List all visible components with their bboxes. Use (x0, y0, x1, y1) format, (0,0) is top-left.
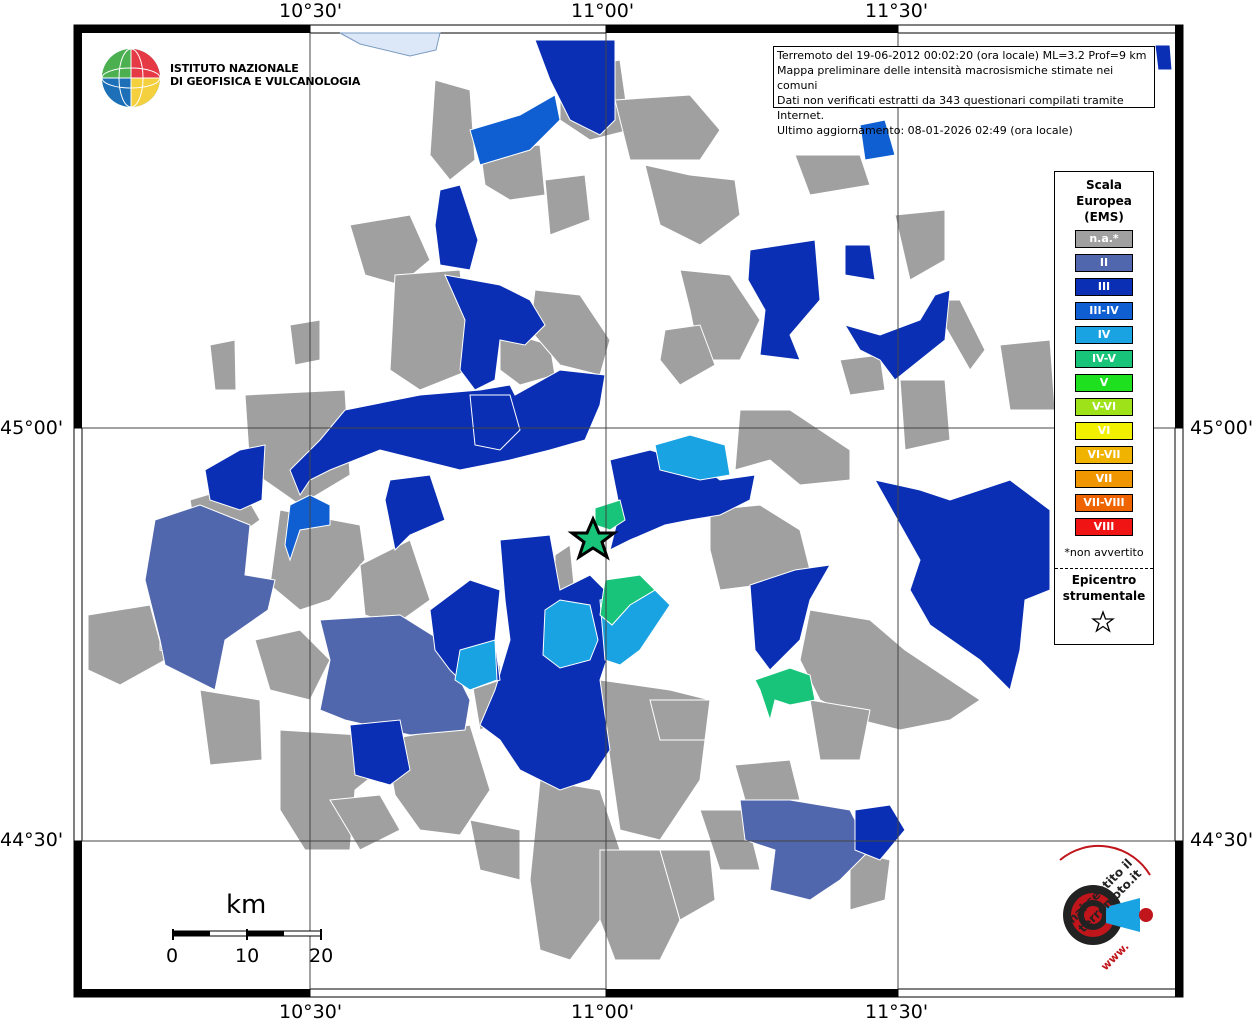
legend-epicenter-label: Epicentro strumentale (1055, 572, 1153, 604)
ingv-line-2: DI GEOFISICA E VULCANOLOGIA (170, 75, 361, 88)
top-tick-1: 10°30' (279, 0, 343, 22)
region-group-iv-v (594, 499, 816, 722)
region-group-ii (144, 504, 871, 901)
legend-title-line-1: Scala (1085, 178, 1123, 192)
legend-note: *non avvertito (1064, 546, 1144, 559)
legend-separator (1055, 568, 1153, 569)
region-group-iv (454, 434, 731, 691)
scale-bar (172, 929, 322, 940)
left-tick-1: 45°00' (0, 417, 64, 439)
legend-epicenter-line-2: strumentale (1062, 589, 1146, 603)
info-line-2: Mappa preliminare delle intensità macros… (777, 64, 1114, 92)
legend-item: VI (1075, 422, 1133, 440)
left-tick-2: 44°30' (0, 829, 64, 851)
scale-label-20: 20 (309, 945, 334, 967)
scale-unit: km (226, 890, 267, 920)
legend-box: Scala Europea (EMS) n.a.* II III III-IV IV IV… (1054, 171, 1154, 645)
scale-label-0: 0 (166, 945, 179, 967)
legend-title-line-2: Europea (1076, 194, 1132, 208)
right-tick-2: 44°30' (1190, 829, 1254, 851)
map-border-checker (73, 24, 1184, 998)
legend-item: n.a.* (1075, 230, 1133, 248)
legend-epicenter-line-1: Epicentro (1071, 573, 1137, 587)
legend-item: IV-V (1075, 350, 1133, 368)
ingv-line-1: ISTITUTO NAZIONALE (170, 62, 299, 75)
ingv-globe-icon (101, 48, 161, 108)
region-group-na (87, 59, 1056, 961)
region-group-iii-iv (284, 94, 896, 562)
legend-item: VII (1075, 470, 1133, 488)
legend-item: III (1075, 278, 1133, 296)
info-box: Terremoto del 19-06-2012 00:02:20 (ora l… (773, 46, 1155, 137)
info-line-4: Ultimo aggiornamento: 08-01-2026 02:49 (… (777, 124, 1073, 137)
info-line-1: Terremoto del 19-06-2012 00:02:20 (ora l… (777, 49, 1147, 62)
top-tick-3: 11°30' (865, 0, 929, 22)
bottom-tick-3: 11°30' (865, 1001, 929, 1023)
lake-shape (339, 32, 441, 57)
legend-title: Scala Europea (EMS) (1055, 177, 1153, 225)
region-group-iii (204, 39, 1173, 861)
scale-label-10: 10 (235, 945, 260, 967)
legend-item: VII-VIII (1075, 494, 1133, 512)
epicenter-star (567, 515, 619, 561)
legend-title-line-3: (EMS) (1084, 210, 1124, 224)
legend-item: IV (1075, 326, 1133, 344)
bottom-tick-2: 11°00' (571, 1001, 635, 1023)
bottom-tick-1: 10°30' (279, 1001, 343, 1023)
legend-star-icon (1091, 610, 1115, 633)
haisentito-logo-icon (1059, 844, 1153, 945)
legend-item: V-VI (1075, 398, 1133, 416)
ingv-logo-text: ISTITUTO NAZIONALE DI GEOFISICA E VULCAN… (170, 62, 360, 88)
legend-item: V (1075, 374, 1133, 392)
info-line-3: Dati non verificati estratti da 343 ques… (777, 94, 1124, 122)
graticule (82, 33, 1175, 989)
legend-item: II (1075, 254, 1133, 272)
legend-item: III-IV (1075, 302, 1133, 320)
legend-item: VI-VII (1075, 446, 1133, 464)
right-tick-1: 45°00' (1190, 417, 1254, 439)
legend-item: VIII (1075, 518, 1133, 536)
top-tick-2: 11°00' (571, 0, 635, 22)
